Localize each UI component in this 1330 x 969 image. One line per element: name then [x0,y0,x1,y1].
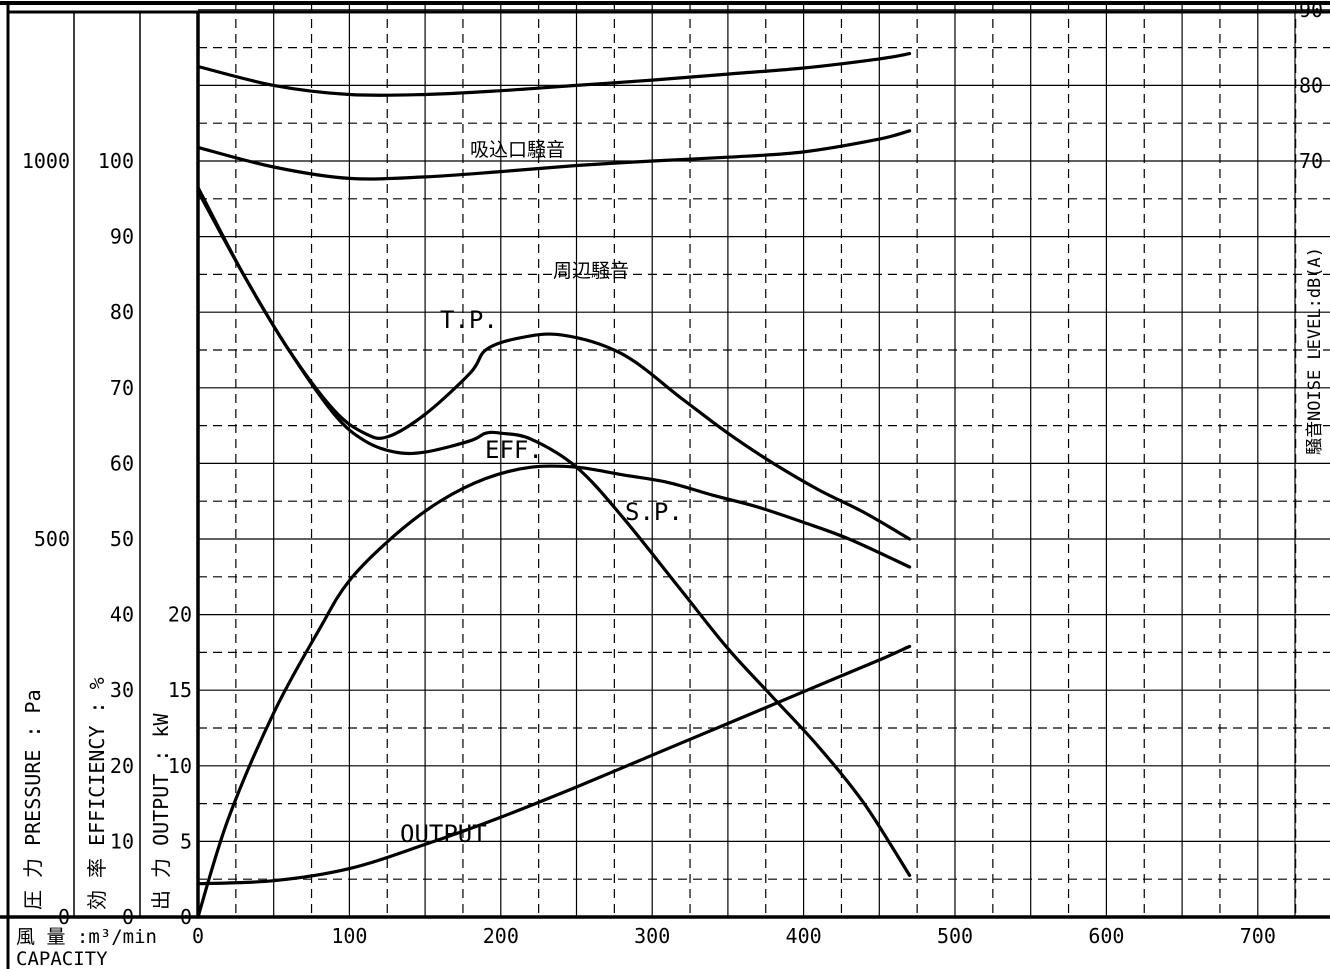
curve-2 [196,129,912,181]
efficiency-tick-label: 80 [110,300,134,324]
curve-1 [196,52,912,97]
efficiency-tick-label: 90 [110,225,134,249]
series-label: S.P. [625,498,683,526]
x-tick-label: 400 [786,924,822,948]
output-tick-label: 20 [168,603,192,627]
noise-tick-label: 70 [1299,149,1323,173]
curve-6 [196,644,912,886]
series-label: 吸込口騒音 [470,139,565,161]
x-axis-label-en: CAPACITY [16,948,108,969]
pressure-tick-label: 0 [58,905,70,929]
series-label: T.P. [440,306,498,334]
output-tick-label: 15 [168,678,192,702]
efficiency-axis-label: 効 率 EFFICIENCY : % [85,677,109,910]
tick-labels: 0 100 200 300 400 500 600 700050010000102030405… [22,0,1323,948]
grid [198,4,1330,917]
x-tick-label: 200 [483,924,519,948]
pressure-tick-label: 500 [34,527,70,551]
curve-3 [196,189,912,541]
x-tick-label: 700 [1240,924,1276,948]
x-tick-label: 500 [937,924,973,948]
pressure-axis-label: 圧 力 PRESSURE : Pa [21,689,45,910]
curve-4 [196,185,912,877]
series-label: 周辺騒音 [553,260,629,282]
output-tick-label: 5 [180,829,192,853]
output-axis-label: 出 力 OUTPUT : kW [149,713,173,910]
efficiency-tick-label: 40 [110,603,134,627]
curve-5 [196,464,912,919]
pressure-tick-label: 1000 [22,149,70,173]
series-label: EFF. [485,436,543,464]
x-tick-label: 0 [192,924,204,948]
x-tick-label: 300 [634,924,670,948]
efficiency-tick-label: 100 [98,149,134,173]
x-axis-label-jp: 風 量 :m³/min [16,926,157,948]
efficiency-tick-label: 0 [122,905,134,929]
output-tick-label: 10 [168,754,192,778]
output-tick-label: 0 [180,905,192,929]
efficiency-tick-label: 10 [110,829,134,853]
efficiency-tick-label: 50 [110,527,134,551]
x-tick-label: 600 [1088,924,1124,948]
noise-axis-label: 騒音NOISE LEVEL:dB(A) [1305,247,1325,455]
efficiency-tick-label: 60 [110,451,134,475]
efficiency-tick-label: 30 [110,678,134,702]
efficiency-tick-label: 20 [110,754,134,778]
x-tick-label: 100 [331,924,367,948]
noise-tick-label: 80 [1299,73,1323,97]
axis-labels: 圧 力 PRESSURE : Pa 効 率 EFFICIENCY : % 出 力… [16,247,1325,969]
series-label: OUTPUT [400,820,487,848]
efficiency-tick-label: 70 [110,376,134,400]
noise-tick-label: 90 [1299,0,1323,22]
